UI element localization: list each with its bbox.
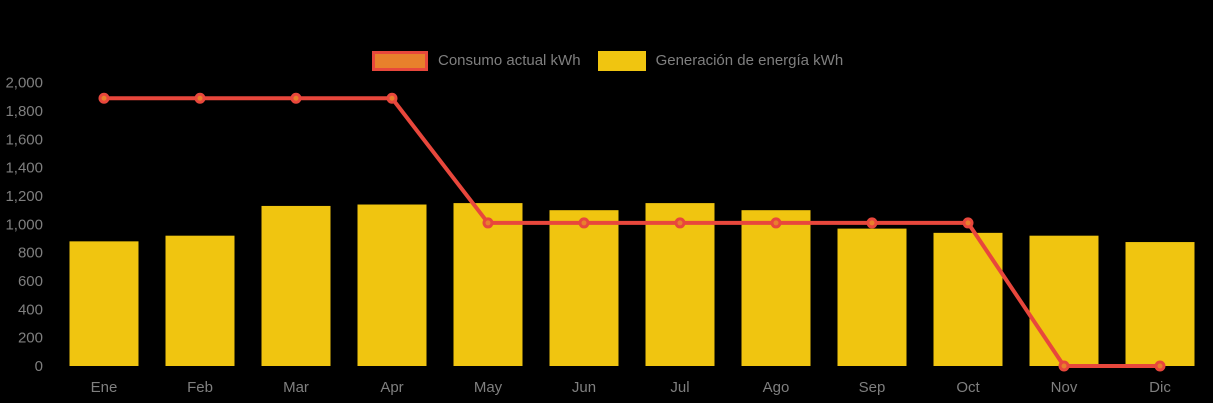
- line-point-mar[interactable]: [290, 92, 302, 104]
- y-axis-tick-label: 1,800: [5, 103, 43, 120]
- x-axis-tick-label: Jun: [572, 379, 596, 396]
- bar-oct[interactable]: [933, 232, 1003, 366]
- line-point-jul[interactable]: [674, 217, 686, 229]
- y-axis-tick-label: 0: [35, 358, 43, 375]
- line-point-apr[interactable]: [386, 92, 398, 104]
- x-axis-tick-label: Apr: [380, 379, 403, 396]
- y-axis-tick-label: 1,400: [5, 160, 43, 177]
- line-point-feb[interactable]: [194, 92, 206, 104]
- bar-feb[interactable]: [165, 235, 235, 366]
- line-point-oct[interactable]: [962, 217, 974, 229]
- y-axis-tick-label: 200: [18, 330, 43, 347]
- bar-ene[interactable]: [69, 241, 139, 366]
- y-axis-tick-label: 1,600: [5, 131, 43, 148]
- y-axis-tick-label: 1,000: [5, 216, 43, 233]
- bar-mar[interactable]: [261, 205, 331, 366]
- x-axis-tick-label: Feb: [187, 379, 213, 396]
- bar-jun[interactable]: [549, 210, 619, 366]
- line-point-sep[interactable]: [866, 217, 878, 229]
- bar-jul[interactable]: [645, 203, 715, 366]
- x-axis-tick-label: Mar: [283, 379, 309, 396]
- bar-ago[interactable]: [741, 210, 811, 366]
- y-axis-tick-label: 800: [18, 245, 43, 262]
- x-axis-tick-label: Sep: [859, 379, 886, 396]
- y-axis-tick-label: 400: [18, 301, 43, 318]
- legend-label-generacion: Generación de energía kWh: [655, 52, 844, 69]
- y-axis-tick-label: 600: [18, 273, 43, 290]
- legend: Consumo actual kWh Generación de energía…: [372, 51, 843, 71]
- legend-swatch-consumo: [372, 51, 428, 71]
- x-axis-tick-label: Nov: [1051, 379, 1078, 396]
- bar-apr[interactable]: [357, 204, 427, 366]
- bar-nov[interactable]: [1029, 235, 1099, 366]
- y-axis-tick-label: 2,000: [5, 75, 43, 92]
- legend-item-generacion[interactable]: Generación de energía kWh: [597, 51, 844, 71]
- x-axis-tick-label: May: [474, 379, 503, 396]
- line-point-may[interactable]: [482, 217, 494, 229]
- consumo-line: [104, 96, 1160, 368]
- line-point-nov[interactable]: [1058, 360, 1070, 372]
- x-axis-tick-label: Oct: [956, 379, 980, 396]
- line-point-ene[interactable]: [98, 92, 110, 104]
- bar-may[interactable]: [453, 203, 523, 366]
- line-point-ago[interactable]: [770, 217, 782, 229]
- bar-dic[interactable]: [1125, 242, 1195, 366]
- x-axis-tick-label: Jul: [670, 379, 689, 396]
- legend-swatch-generacion: [597, 51, 646, 71]
- x-axis-tick-label: Dic: [1149, 379, 1171, 396]
- legend-item-consumo[interactable]: Consumo actual kWh: [372, 51, 581, 71]
- legend-label-consumo: Consumo actual kWh: [438, 52, 581, 69]
- line-point-jun[interactable]: [578, 217, 590, 229]
- y-axis-tick-label: 1,200: [5, 188, 43, 205]
- x-axis-tick-label: Ago: [763, 379, 790, 396]
- x-axis-tick-label: Ene: [91, 379, 118, 396]
- line-point-dic[interactable]: [1154, 360, 1166, 372]
- bar-sep[interactable]: [837, 228, 907, 366]
